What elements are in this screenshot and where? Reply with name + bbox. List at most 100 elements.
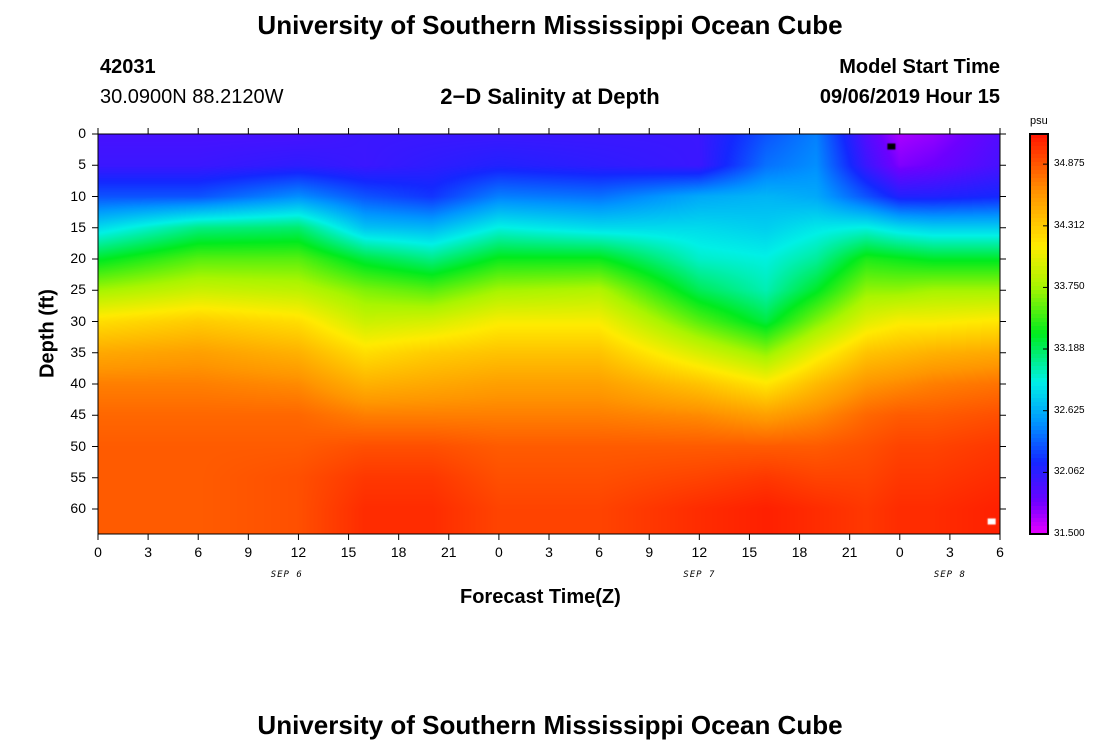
colorbar-segment [1030, 266, 1048, 271]
colorbar-segment [1030, 270, 1048, 275]
colorbar-segment [1030, 378, 1048, 383]
colorbar-segment [1030, 186, 1048, 191]
colorbar-segment [1030, 358, 1048, 363]
colorbar-segment [1030, 382, 1048, 387]
x-tick-label: 6 [595, 544, 603, 560]
colorbar-tick-label: 32.625 [1054, 404, 1085, 416]
plot-frame [97, 133, 1001, 535]
colorbar-segment [1030, 446, 1048, 451]
colorbar-segment [1030, 370, 1048, 375]
colorbar-segment [1030, 234, 1048, 239]
x-tick-label: 15 [340, 544, 357, 560]
colorbar-segment [1030, 386, 1048, 391]
top-title: University of Southern Mississippi Ocean… [257, 10, 843, 40]
colorbar-segment [1030, 162, 1048, 167]
colorbar-segment [1030, 190, 1048, 195]
colorbar-segment [1030, 242, 1048, 247]
colorbar-segment [1030, 210, 1048, 215]
y-tick-label: 30 [70, 312, 86, 329]
colorbar-segment [1030, 342, 1048, 347]
station-id: 42031 [100, 56, 156, 78]
colorbar-segment [1030, 238, 1048, 243]
colorbar-segment [1030, 330, 1048, 335]
colorbar-segment [1030, 322, 1048, 327]
x-tick-label: 9 [244, 544, 253, 560]
colorbar-segment [1030, 406, 1048, 411]
colorbar-tick-label: 33.750 [1054, 281, 1085, 293]
x-tick-label: 12 [290, 544, 307, 560]
x-tick-label: 12 [691, 544, 708, 560]
x-tick-label: 18 [791, 544, 808, 560]
colorbar-segment [1030, 314, 1048, 319]
colorbar-segment [1030, 442, 1048, 447]
colorbar-segment [1030, 366, 1048, 371]
y-tick-label: 50 [70, 437, 86, 454]
colorbar-segment [1030, 158, 1048, 163]
colorbar-segment [1030, 310, 1048, 315]
colorbar-segment [1030, 250, 1048, 255]
colorbar-segment [1030, 298, 1048, 303]
colorbar-segment [1030, 458, 1048, 463]
x-tick-label: 3 [545, 544, 553, 560]
model-start-label: Model Start Time [839, 56, 1000, 78]
colorbar-segment [1030, 262, 1048, 267]
colorbar-segment [1030, 438, 1048, 443]
x-tick-label: 6 [194, 544, 203, 560]
colorbar-segment [1030, 418, 1048, 423]
date-label: SEP 6 [270, 570, 303, 580]
colorbar-segment [1030, 258, 1048, 263]
colorbar-segment [1030, 474, 1048, 479]
colorbar-segment [1030, 318, 1048, 323]
colorbar-segment [1030, 206, 1048, 211]
date-label: SEP 7 [683, 570, 716, 580]
colorbar-segment [1030, 178, 1048, 183]
colorbar-segment [1030, 482, 1048, 487]
colorbar-segment [1030, 486, 1048, 491]
colorbar-segment [1030, 290, 1048, 295]
colorbar-segment [1030, 398, 1048, 403]
colorbar-segment [1030, 194, 1048, 199]
x-tick-label: 18 [390, 544, 407, 560]
colorbar-segment [1030, 338, 1048, 343]
colorbar-segment [1030, 518, 1048, 523]
colorbar-segment [1030, 374, 1048, 379]
colorbar-segment [1030, 306, 1048, 311]
x-axis-title: Forecast Time(Z) [460, 586, 621, 608]
colorbar-segment [1030, 490, 1048, 495]
salinity-heatmap [98, 134, 1000, 534]
colorbar-segment [1030, 254, 1048, 259]
colorbar-segment [1030, 182, 1048, 187]
colorbar-segment [1030, 450, 1048, 455]
colorbar-segment [1030, 514, 1048, 519]
colorbar-segment [1030, 454, 1048, 459]
colorbar-segment [1030, 222, 1048, 227]
station-coords: 30.0900N 88.2120W [100, 86, 284, 108]
colorbar-segment [1030, 402, 1048, 407]
colorbar-segment [1030, 434, 1048, 439]
colorbar-segment [1030, 138, 1048, 143]
colorbar-segment [1030, 522, 1048, 527]
colorbar-segment [1030, 334, 1048, 339]
colorbar-segment [1030, 146, 1048, 151]
colorbar-segment [1030, 510, 1048, 515]
colorbar-segment [1030, 202, 1048, 207]
y-tick-label: 20 [70, 250, 86, 266]
colorbar-segment [1030, 302, 1048, 307]
colorbar-segment [1030, 174, 1048, 179]
x-tick-label: 0 [895, 544, 904, 560]
colorbar-tick-label: 31.500 [1054, 528, 1085, 539]
colorbar-segment [1030, 526, 1048, 531]
colorbar-segment [1030, 498, 1048, 503]
colorbar-segment [1030, 506, 1048, 511]
colorbar-segment [1030, 134, 1048, 139]
x-tick-label: 6 [996, 544, 1004, 560]
colorbar-segment [1030, 430, 1048, 435]
colorbar-segment [1030, 226, 1048, 231]
colorbar-segment [1030, 170, 1048, 175]
y-tick-label: 40 [70, 375, 86, 391]
colorbar-tick-label: 34.875 [1054, 158, 1085, 170]
x-tick-label: 15 [741, 544, 758, 560]
colorbar-segment [1030, 198, 1048, 203]
colorbar-frame [1029, 133, 1049, 535]
